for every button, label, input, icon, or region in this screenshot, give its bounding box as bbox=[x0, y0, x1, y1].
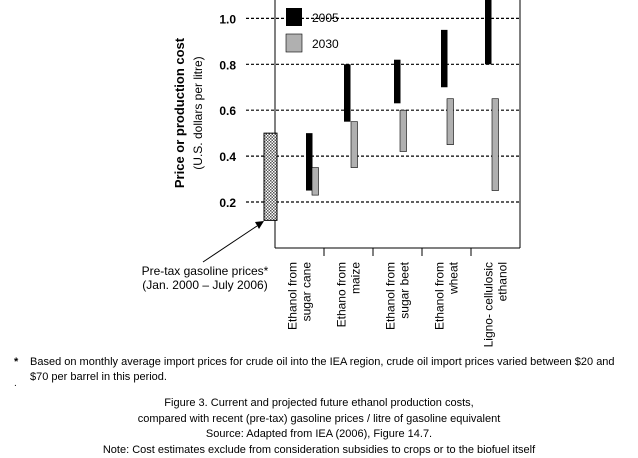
legend-label-2005: 2005 bbox=[312, 11, 339, 25]
y-axis-label: Price or production cost bbox=[172, 37, 187, 188]
gasoline-arrow-line bbox=[202, 225, 258, 263]
figure-caption: Figure 3. Current and projected future e… bbox=[0, 396, 638, 458]
bar-2005-1 bbox=[306, 133, 313, 191]
bar-2005-2 bbox=[344, 64, 351, 122]
stray-dot: . bbox=[14, 378, 17, 389]
y-tick-label: 0.8 bbox=[219, 58, 236, 72]
bar-2005-5 bbox=[485, 0, 492, 65]
legend-swatch-2030 bbox=[285, 33, 303, 53]
bar-2030-1 bbox=[311, 167, 319, 196]
chart: Price or production cost (U.S. dollars p… bbox=[142, 0, 521, 347]
y-axis-title: Price or production cost (U.S. dollars p… bbox=[172, 37, 205, 188]
bar-2030-4 bbox=[446, 98, 454, 145]
x-tick-label-line2: ethanol bbox=[496, 262, 510, 301]
y-tick-label: 1.0 bbox=[219, 12, 236, 26]
x-tick-label: Ethano from maize bbox=[335, 262, 363, 328]
caption-line-2: compared with recent (pre-tax) gasoline … bbox=[137, 412, 501, 425]
x-tick-label-line2: wheat bbox=[447, 261, 461, 295]
x-tick-label: Ethanol from sugar beet bbox=[384, 261, 412, 330]
x-tick-label-line2: maize bbox=[349, 262, 363, 294]
gasoline-arrow-head bbox=[255, 221, 264, 229]
x-tick-label-line1: Ethanol from bbox=[286, 262, 300, 330]
footnote-marker: * bbox=[14, 356, 19, 368]
gasoline-reference: Pre-tax gasoline prices* (Jan. 2000 – Ju… bbox=[142, 132, 278, 292]
bar-2030-2 bbox=[350, 121, 358, 168]
x-tick-label: Ligno- cellulosic ethanol bbox=[482, 262, 510, 347]
x-tick-label-line1: Ethanol from bbox=[433, 262, 447, 330]
x-tick-label-line2: sugar beet bbox=[398, 261, 412, 318]
legend-swatch-2005 bbox=[286, 8, 302, 26]
footnote-text: Based on monthly average import prices f… bbox=[30, 356, 615, 383]
x-tick-labels: Ethanol from sugar cane Ethano from maize Et… bbox=[286, 261, 510, 347]
bar-2005-4 bbox=[441, 29, 448, 88]
bar-2030-3 bbox=[399, 109, 407, 152]
y-tick-labels: 0.2 0.4 0.6 0.8 1.0 bbox=[219, 12, 236, 210]
x-tick-label-line1: Ethanol from bbox=[384, 262, 398, 330]
x-tick-label: Ethanol from wheat bbox=[433, 261, 461, 330]
y-axis-sublabel: (U.S. dollars per litre) bbox=[191, 56, 205, 169]
gasoline-label-line1: Pre-tax gasoline prices* bbox=[142, 264, 269, 278]
category-separators bbox=[323, 248, 472, 256]
gridlines bbox=[246, 17, 520, 203]
caption-line-1: Figure 3. Current and projected future e… bbox=[164, 397, 474, 409]
caption-line-3: Source: Adapted from IEA (2006), Figure … bbox=[205, 428, 433, 440]
gasoline-price-bar bbox=[263, 132, 278, 221]
bar-2030-5 bbox=[491, 98, 499, 191]
footnote: * Based on monthly average import prices… bbox=[14, 355, 629, 385]
x-tick-label-line1: Ligno- cellulosic bbox=[482, 262, 496, 347]
bar-2005-3 bbox=[394, 59, 401, 104]
y-tick-label: 0.4 bbox=[219, 150, 236, 164]
gasoline-label-line2: (Jan. 2000 – July 2006) bbox=[142, 278, 267, 292]
legend-label-2030: 2030 bbox=[312, 37, 339, 51]
y-tick-label: 0.2 bbox=[219, 196, 236, 210]
legend: 2005 2030 bbox=[285, 8, 339, 53]
caption-line-4: Note: Cost estimates exclude from consid… bbox=[102, 443, 536, 456]
x-tick-label-line1: Ethano from bbox=[335, 262, 349, 327]
x-tick-label-line2: sugar cane bbox=[300, 262, 314, 322]
bars bbox=[306, 0, 499, 196]
x-tick-label: Ethanol from sugar cane bbox=[286, 262, 314, 330]
y-tick-label: 0.6 bbox=[219, 104, 236, 118]
